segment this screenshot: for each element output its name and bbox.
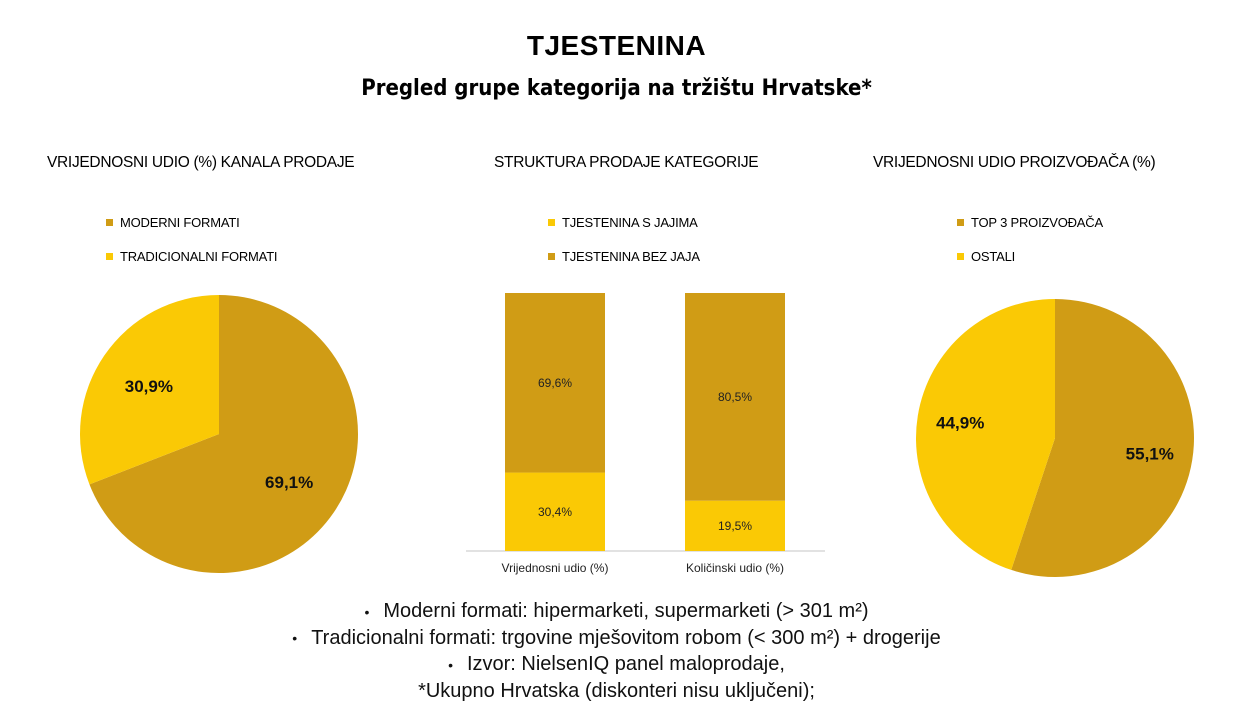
footnotes: • Moderni formati: hipermarketi, supermar… — [0, 598, 1233, 704]
bullet-icon: • — [292, 630, 298, 647]
x-tick-label: Vrijednosni udio (%) — [502, 561, 609, 575]
legend-item: TJESTENINA S JAJIMA — [548, 214, 700, 231]
legend-item: TRADICIONALNI FORMATI — [106, 248, 278, 265]
slice-value-label: 69,1% — [265, 473, 313, 492]
note-line: • Tradicionalni formati: trgovine mješovi… — [0, 625, 1233, 652]
bar-segment — [685, 500, 785, 551]
pie-slice — [80, 295, 219, 485]
note-text: Moderni formati: hipermarketi, supermark… — [383, 600, 869, 622]
structure-chart-title: STRUKTURA PRODAJE KATEGORIJE — [494, 154, 759, 171]
note-line: • Izvor: NielsenIQ panel maloprodaje, — [0, 651, 1233, 678]
legend-swatch — [106, 219, 113, 226]
legend-swatch — [957, 253, 964, 260]
channel-chart-title: VRIJEDNOSNI UDIO (%) KANALA PRODAJE — [47, 154, 355, 171]
bullet-icon: • — [364, 603, 370, 620]
producer-chart-title: VRIJEDNOSNI UDIO PROIZVOĐAČA (%) — [873, 154, 1156, 171]
page-title: TJESTENINA — [526, 30, 707, 61]
note-text: *Ukupno Hrvatska (diskonteri nisu uključ… — [418, 680, 815, 703]
legend-label: TJESTENINA BEZ JAJA — [562, 249, 700, 264]
slice-value-label: 30,9% — [125, 377, 173, 396]
note-text: Izvor: NielsenIQ panel maloprodaje, — [466, 653, 785, 676]
pie-slice — [1011, 299, 1194, 577]
legend-item: OSTALI — [957, 248, 1103, 265]
producer-legend: TOP 3 PROIZVOĐAČA OSTALI — [957, 214, 1103, 282]
channel-legend: MODERNI FORMATI TRADICIONALNI FORMATI — [106, 214, 278, 282]
page-subtitle: Pregled grupe kategorija na tržištu Hrva… — [361, 76, 872, 101]
bar-value-label: 30,4% — [538, 505, 572, 519]
bar-value-label: 19,5% — [718, 519, 752, 533]
legend-label: TJESTENINA S JAJIMA — [562, 215, 698, 230]
legend-item: TOP 3 PROIZVOĐAČA — [957, 214, 1103, 231]
bar-segment — [505, 293, 605, 473]
legend-swatch — [548, 253, 555, 260]
structure-legend: TJESTENINA S JAJIMA TJESTENINA BEZ JAJA — [548, 214, 700, 282]
pie-slice — [915, 299, 1055, 570]
legend-item: TJESTENINA BEZ JAJA — [548, 248, 700, 265]
legend-swatch — [957, 219, 964, 226]
pie-slice — [89, 295, 359, 574]
legend-swatch — [548, 219, 555, 226]
bar-value-label: 80,5% — [718, 390, 752, 404]
bullet-icon: • — [448, 657, 453, 674]
legend-label: MODERNI FORMATI — [120, 215, 240, 230]
legend-item: MODERNI FORMATI — [106, 214, 277, 231]
bar-segment — [685, 293, 785, 501]
note-text: Tradicionalni formati: trgovine mješovit… — [311, 626, 941, 649]
legend-label: OSTALI — [971, 249, 1016, 264]
bar-segment — [505, 472, 605, 551]
slice-value-label: 55,1% — [1126, 444, 1174, 463]
note-line: *Ukupno Hrvatska (diskonteri nisu uključ… — [0, 678, 1233, 704]
note-line: • Moderni formati: hipermarketi, supermar… — [0, 598, 1233, 625]
bar-value-label: 69,6% — [538, 376, 572, 390]
slice-value-label: 44,9% — [936, 414, 984, 433]
legend-label: TOP 3 PROIZVOĐAČA — [971, 215, 1103, 230]
legend-label: TRADICIONALNI FORMATI — [120, 249, 278, 264]
x-tick-label: Količinski udio (%) — [686, 561, 784, 575]
legend-swatch — [106, 253, 113, 260]
